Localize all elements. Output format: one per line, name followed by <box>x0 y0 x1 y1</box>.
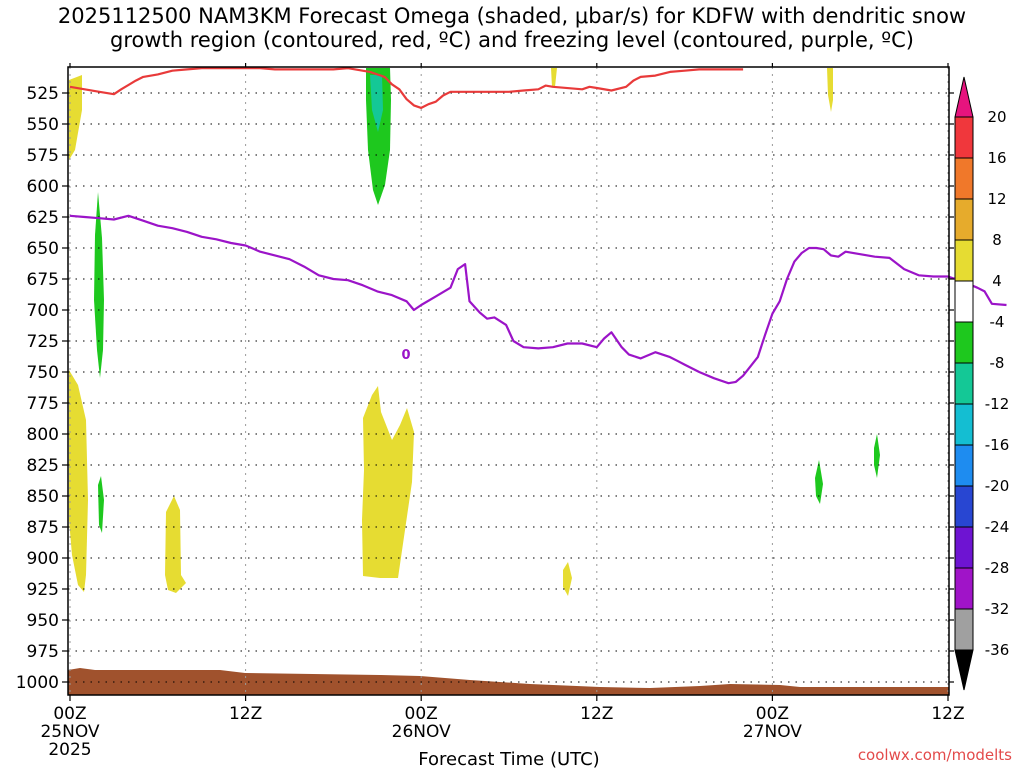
omega-positive-region <box>165 496 186 593</box>
colorbar-bottom-arrow <box>954 649 974 691</box>
colorbar-label: -4 <box>990 313 1005 331</box>
colorbar-top-arrow <box>954 76 974 118</box>
omega-positive-region <box>827 68 833 112</box>
omega-positive-region <box>551 68 557 87</box>
y-tick-label: 575 <box>27 146 59 166</box>
x-tick-date-label: 27NOV <box>743 722 802 742</box>
chart-title-line-2: growth region (contoured, red, ºC) and f… <box>110 28 914 52</box>
y-tick-label: 525 <box>27 84 59 104</box>
chart-title: 2025112500 NAM3KM Forecast Omega (shaded… <box>0 4 1024 52</box>
colorbar-band <box>954 280 974 323</box>
chart-title-line-1: 2025112500 NAM3KM Forecast Omega (shaded… <box>57 4 967 28</box>
x-tick-label: 00Z <box>53 704 86 724</box>
colorbar-label: -36 <box>985 641 1010 659</box>
y-tick-label: 1000 <box>16 673 59 693</box>
colorbar-label: 12 <box>987 190 1006 208</box>
dendritic-growth-contour <box>69 67 744 109</box>
colorbar-band <box>954 444 974 487</box>
omega-positive-region <box>69 75 82 160</box>
y-axis: 525 550 575 600 625 650 675 700 725 750 775 800 825 8… <box>16 84 954 693</box>
omega-negative-region <box>874 434 880 478</box>
colorbar-label: -12 <box>985 395 1010 413</box>
colorbar-label: -8 <box>990 354 1005 372</box>
colorbar-band <box>954 608 974 651</box>
colorbar-band <box>954 198 974 241</box>
y-tick-label: 875 <box>27 518 59 538</box>
terrain-below-ground <box>68 668 949 695</box>
x-tick-label: 12Z <box>580 704 613 724</box>
x-tick-date-label: 25NOV <box>40 722 99 742</box>
freezing-level-contour-label: 0 <box>401 348 410 363</box>
y-tick-label: 800 <box>27 425 59 445</box>
freezing-level-contour <box>69 214 1007 385</box>
grid-lines <box>68 67 949 695</box>
colorbar-label: -20 <box>985 477 1010 495</box>
x-axis-label: Forecast Time (UTC) <box>418 749 599 768</box>
colorbar-label: -16 <box>985 436 1010 454</box>
colorbar-band <box>954 403 974 446</box>
x-tick-label: 12Z <box>931 704 964 724</box>
colorbar-label: -28 <box>985 559 1010 577</box>
omega-negative-region <box>370 75 383 132</box>
y-tick-label: 625 <box>27 208 59 228</box>
omega-positive-region <box>563 562 572 596</box>
y-tick-label: 975 <box>27 642 59 662</box>
colorbar-band <box>954 526 974 569</box>
x-tick-date-label: 26NOV <box>392 722 451 742</box>
y-tick-label: 650 <box>27 239 59 259</box>
omega-negative-region <box>98 476 104 533</box>
y-tick-label: 750 <box>27 363 59 383</box>
colorbar: 20 16 12 8 4 -4 -8 -12 -16 -20 -24 -28 -32 -36 <box>954 76 1010 691</box>
x-tick-year-label: 2025 <box>48 740 91 760</box>
y-tick-label: 775 <box>27 394 59 414</box>
y-tick-label: 600 <box>27 177 59 197</box>
omega-positive-region <box>362 386 414 578</box>
omega-negative-region <box>815 460 823 504</box>
colorbar-label: 8 <box>992 231 1002 249</box>
y-tick-label: 850 <box>27 487 59 507</box>
plot-frame <box>67 66 950 696</box>
source-watermark: coolwx.com/modelts <box>857 746 1012 764</box>
y-tick-label: 900 <box>27 549 59 569</box>
y-tick-label: 700 <box>27 301 59 321</box>
omega-positive-region <box>69 370 88 592</box>
colorbar-band <box>954 157 974 200</box>
colorbar-label: 4 <box>992 272 1002 290</box>
omega-negative-region <box>94 192 104 378</box>
colorbar-band <box>954 362 974 405</box>
y-tick-label: 950 <box>27 611 59 631</box>
x-tick-label: 12Z <box>229 704 262 724</box>
x-tick-label: 00Z <box>405 704 438 724</box>
colorbar-label: 16 <box>987 149 1006 167</box>
colorbar-band <box>954 485 974 528</box>
x-tick-label: 00Z <box>756 704 789 724</box>
colorbar-band <box>954 321 974 364</box>
colorbar-band <box>954 239 974 282</box>
colorbar-band <box>954 116 974 159</box>
colorbar-band <box>954 567 974 610</box>
y-tick-label: 825 <box>27 456 59 476</box>
colorbar-label: -24 <box>985 518 1010 536</box>
contour-layer: 0 <box>69 67 1007 385</box>
y-tick-label: 925 <box>27 580 59 600</box>
y-tick-label: 725 <box>27 332 59 352</box>
colorbar-label: -32 <box>985 600 1010 618</box>
y-tick-label: 550 <box>27 115 59 135</box>
colorbar-label: 20 <box>987 108 1006 126</box>
y-tick-label: 675 <box>27 270 59 290</box>
omega-shading-layer <box>68 68 949 695</box>
